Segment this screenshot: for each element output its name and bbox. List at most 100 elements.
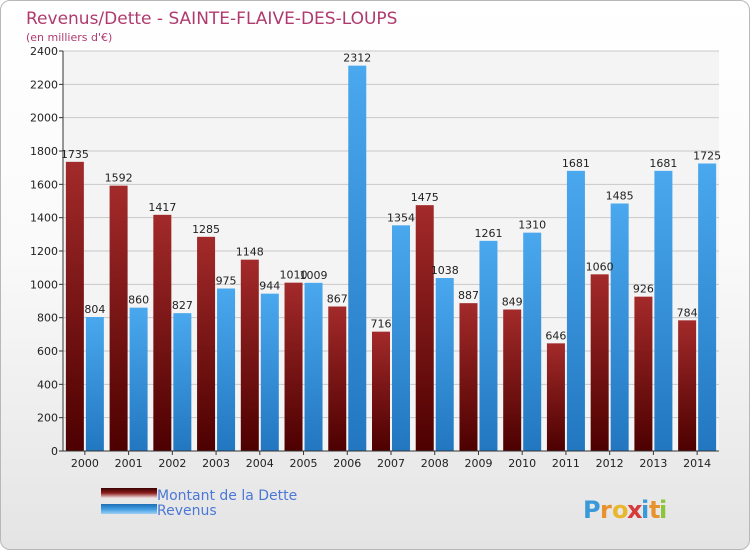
data-label-debt: 849 (502, 296, 523, 309)
x-tick-label: 2003 (202, 457, 230, 470)
bar-debt (546, 343, 565, 451)
logo-letter: r (600, 496, 612, 524)
data-label-debt: 1592 (105, 172, 133, 185)
logo-letter: o (612, 496, 629, 524)
grid (63, 50, 719, 452)
x-tick-label: 2000 (71, 457, 99, 470)
data-label-revenus: 1681 (562, 157, 590, 170)
bar-revenus (566, 170, 585, 452)
bar-debt (153, 214, 172, 451)
x-tick-label: 2012 (596, 457, 624, 470)
data-label-revenus: 1485 (606, 190, 634, 203)
bar-debt (503, 309, 522, 451)
bar-debt (415, 205, 434, 451)
y-tick-label: 1800 (30, 145, 58, 158)
legend-swatch-revenus (101, 504, 157, 514)
bar-debt (634, 296, 653, 451)
x-tick-label: 2013 (639, 457, 667, 470)
data-label-debt: 1010 (280, 269, 308, 282)
y-tick-label: 1000 (30, 278, 58, 291)
bar-debt (590, 274, 609, 451)
bar-revenus (304, 282, 323, 451)
data-label-debt: 926 (633, 283, 654, 296)
data-label-revenus: 2312 (343, 52, 371, 65)
bar-revenus (392, 225, 410, 451)
y-tick-label: 1400 (30, 212, 58, 225)
x-tick-label: 2008 (421, 457, 449, 470)
data-label-revenus: 944 (259, 280, 280, 293)
y-tick-label: 1200 (30, 245, 58, 258)
data-label-revenus: 1725 (693, 150, 721, 163)
data-label-revenus: 1009 (300, 269, 328, 282)
x-tick-label: 2011 (552, 457, 580, 470)
bar-revenus (435, 278, 454, 451)
x-tick-label: 2009 (464, 457, 492, 470)
y-tick-label: 2400 (30, 45, 58, 58)
x-tick-label: 2004 (246, 457, 274, 470)
bar-revenus (523, 232, 542, 451)
bar-debt (372, 331, 390, 451)
data-label-debt: 1148 (236, 246, 264, 259)
data-label-debt: 867 (327, 293, 348, 306)
bar-debt (284, 282, 303, 451)
legend-label-revenus: Revenus (157, 503, 217, 519)
bar-revenus (217, 288, 236, 451)
data-label-revenus: 1354 (387, 211, 415, 224)
data-label-debt: 716 (371, 318, 392, 331)
data-label-debt: 887 (458, 289, 479, 302)
logo-letter: P (583, 496, 601, 524)
x-tick-label: 2002 (158, 457, 186, 470)
bar-revenus (479, 240, 498, 451)
bar-debt (65, 161, 84, 452)
chart-title: Revenus/Dette - SAINTE-FLAIVE-DES-LOUPS (26, 9, 397, 29)
data-label-revenus: 975 (216, 275, 237, 288)
bar-debt (240, 259, 259, 451)
bar-debt (328, 306, 347, 451)
bar-revenus (129, 307, 148, 451)
bar-debt (459, 303, 478, 451)
y-tick-label: 200 (37, 412, 58, 425)
axes: 0 200 400 600 800 1000 1200 1400 1600 1800 2000 220… (30, 45, 719, 470)
x-tick-label: 2014 (683, 457, 711, 470)
data-label-revenus: 1038 (431, 264, 459, 277)
data-label-revenus: 827 (172, 299, 193, 312)
bar-revenus (173, 313, 192, 451)
bar-revenus (348, 65, 367, 452)
y-tick-label: 2200 (30, 78, 58, 91)
bar-revenus (260, 293, 279, 451)
bars (65, 65, 717, 452)
data-label-revenus: 1261 (474, 227, 502, 240)
x-tick-label: 2010 (508, 457, 536, 470)
x-tick-label: 2006 (333, 457, 361, 470)
y-tick-label: 1600 (30, 178, 58, 191)
logo-letter: t (649, 496, 660, 524)
data-labels: 1735804159286014178271285975114894410101… (61, 52, 721, 343)
logo-letter: x (627, 496, 643, 524)
legend: Montant de la Dette Revenus (101, 488, 297, 519)
data-label-debt: 646 (545, 329, 566, 342)
y-tick-label: 2000 (30, 112, 58, 125)
data-label-debt: 1060 (586, 260, 614, 273)
data-label-revenus: 804 (84, 303, 105, 316)
y-tick-label: 0 (51, 445, 58, 458)
y-tick-label: 800 (37, 312, 58, 325)
data-label-revenus: 1681 (649, 157, 677, 170)
data-label-debt: 1417 (148, 201, 176, 214)
data-label-debt: 1285 (192, 223, 220, 236)
bar-revenus (85, 317, 104, 451)
logo-letter: i (641, 496, 649, 524)
bar-debt (109, 185, 128, 451)
chart-subtitle: (en milliers d'€) (26, 31, 112, 44)
data-label-revenus: 860 (128, 294, 149, 307)
bar-debt (678, 320, 697, 451)
x-tick-label: 2001 (115, 457, 143, 470)
y-tick-label: 600 (37, 345, 58, 358)
x-tick-label: 2007 (377, 457, 405, 470)
bar-debt (197, 236, 216, 451)
legend-swatch-debt (101, 488, 157, 498)
y-tick-label: 400 (37, 378, 58, 391)
data-label-debt: 1475 (411, 191, 439, 204)
